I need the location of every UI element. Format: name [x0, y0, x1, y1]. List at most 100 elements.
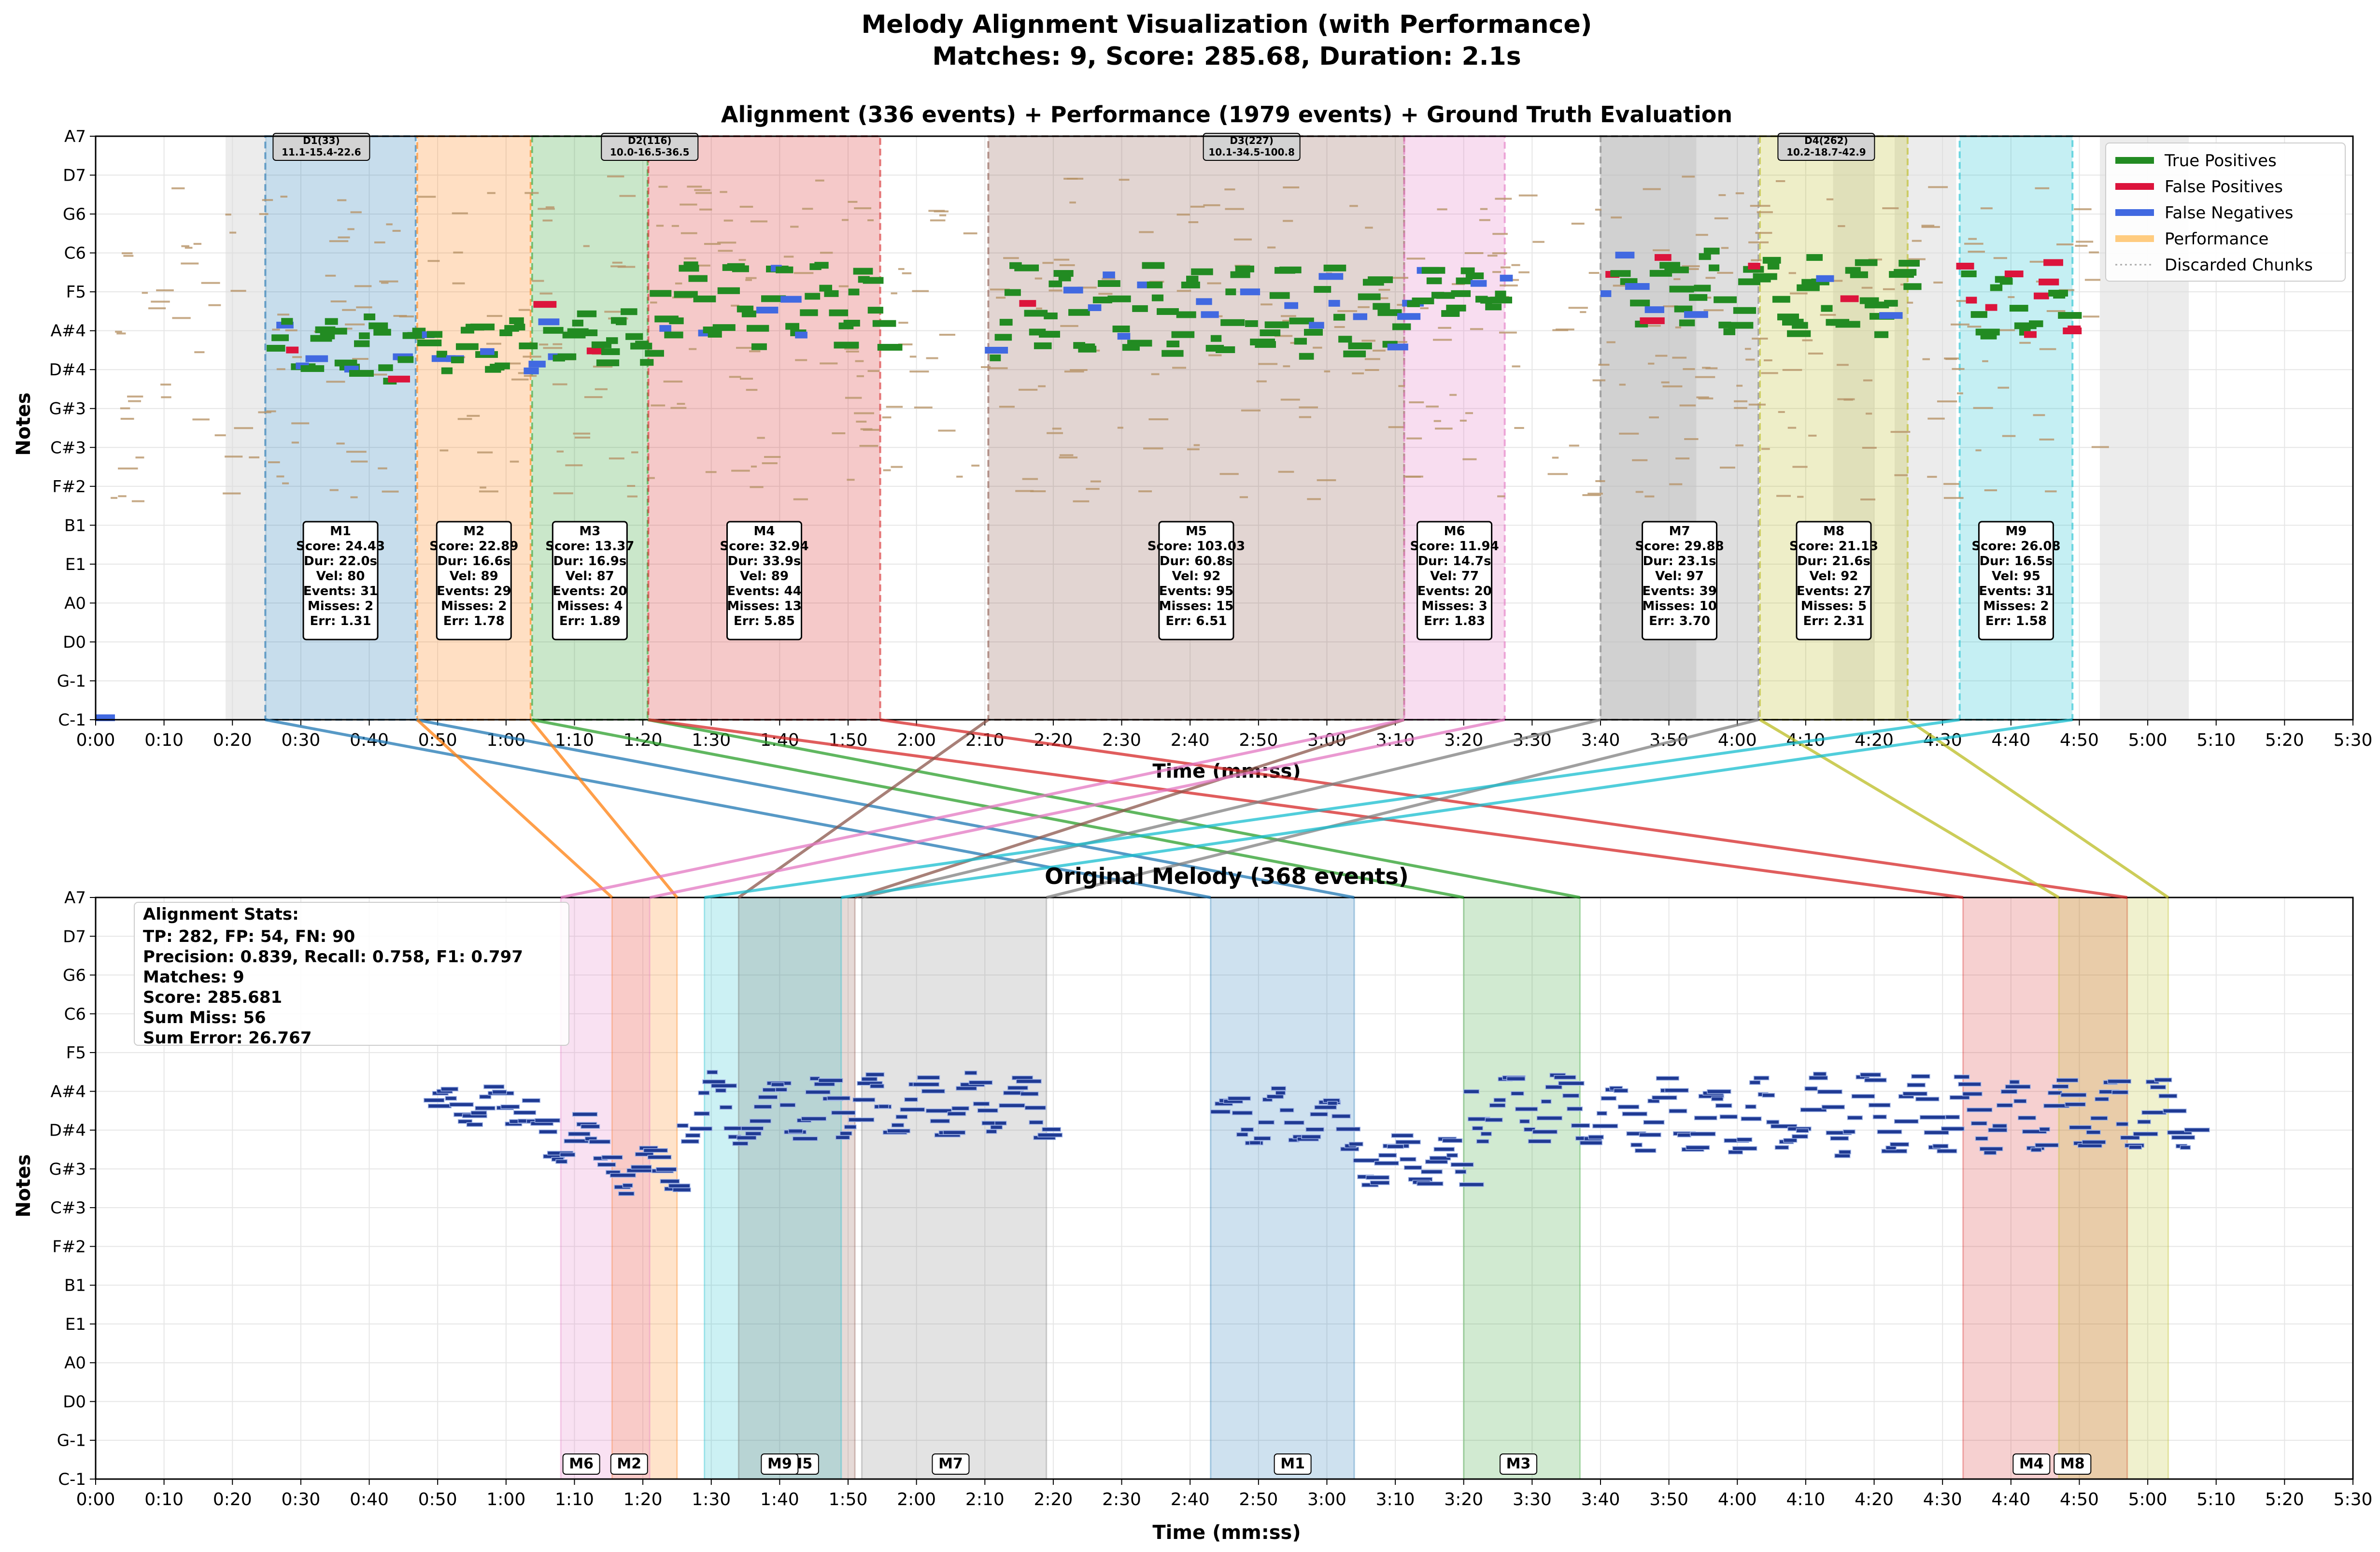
true-positive-note — [1260, 329, 1281, 337]
melody-region-m9 — [704, 897, 842, 1480]
melody-note — [1847, 1115, 1863, 1120]
divider-tag: D1(33)11.1-15.4-22.6 — [272, 133, 370, 161]
match-info-line: Dur: 33.9s — [727, 554, 801, 569]
melody-note — [1275, 1090, 1286, 1096]
melody-region-tag-box — [932, 1453, 970, 1475]
true-positive-note — [364, 313, 376, 320]
divider-tag: D3(227)10.1-34.5-100.8 — [1203, 133, 1301, 161]
melody-note — [2052, 1084, 2069, 1089]
true-positive-note — [669, 317, 684, 325]
y-tick-label: F#2 — [52, 477, 86, 497]
false-positive-note — [286, 346, 299, 354]
x-tick-label: 2:30 — [1102, 730, 1141, 750]
true-positive-note — [712, 324, 736, 331]
melody-note — [2035, 1143, 2059, 1148]
match-info-frame — [302, 521, 379, 641]
melody-note — [1791, 1134, 1808, 1139]
melody-note — [2082, 1139, 2106, 1145]
x-tick-label: 5:20 — [2265, 730, 2304, 750]
true-positive-note — [1733, 307, 1757, 314]
true-positive-note — [1777, 313, 1799, 321]
melody-note — [466, 1122, 483, 1127]
true-positive-note — [1210, 335, 1222, 342]
true-positive-note — [1186, 275, 1199, 283]
melody-note — [457, 1119, 473, 1124]
melody-note — [564, 1139, 589, 1144]
x-tick-label: 2:30 — [1102, 1490, 1141, 1509]
melody-note — [1395, 1139, 1421, 1145]
melody-note — [568, 1131, 591, 1137]
melody-note — [668, 1183, 691, 1188]
true-positive-note — [751, 343, 767, 350]
connector-m6-start — [560, 718, 1405, 899]
true-positive-note — [1787, 330, 1811, 337]
legend-entry: Discarded Chunks — [2165, 256, 2313, 275]
true-positive-note — [1797, 284, 1820, 291]
match-info-line: Dur: 14.7s — [1418, 554, 1491, 569]
y-tick-label: D7 — [63, 166, 86, 185]
true-positive-note — [746, 325, 769, 332]
divider-range: 10.1-34.5-100.8 — [1208, 146, 1295, 158]
y-tick-label: C-1 — [58, 711, 86, 730]
melody-note — [1937, 1149, 1957, 1153]
true-positive-note — [1191, 268, 1213, 275]
melody-region-tag: M2 — [610, 1453, 648, 1475]
match-info-line: Misses: 2 — [1983, 599, 2049, 613]
true-positive-note — [867, 307, 883, 314]
melody-note — [1966, 1107, 1993, 1112]
match-info-line: Err: 1.78 — [443, 614, 505, 628]
x-tick-label: 1:50 — [829, 1490, 868, 1509]
true-positive-note — [349, 370, 374, 377]
match-info-line: Misses: 10 — [1642, 599, 1716, 613]
true-positive-note — [1048, 280, 1062, 287]
true-positive-note — [2028, 320, 2043, 327]
melody-note — [1284, 1120, 1304, 1125]
divider-tag-box — [601, 133, 699, 161]
connector-m3-start — [532, 718, 1464, 899]
true-positive-note — [1157, 308, 1179, 315]
melody-note — [1511, 1091, 1524, 1096]
true-positive-note — [1864, 301, 1889, 309]
melody-note — [1983, 1150, 1997, 1155]
melody-note — [1958, 1082, 1982, 1087]
figure-title-line1: Melody Alignment Visualization (with Per… — [862, 10, 1592, 39]
connector-m7-start — [861, 718, 1601, 899]
legend-frame — [2105, 142, 2346, 282]
match-info-line: Dur: 23.1s — [1643, 554, 1716, 569]
melody-region-m5 — [737, 897, 856, 1480]
match-info-line: Score: 11.94 — [1410, 539, 1499, 554]
melody-note — [1630, 1142, 1643, 1148]
x-tick-label: 2:40 — [1171, 730, 1210, 750]
false-negative-note — [1201, 311, 1219, 318]
false-negative-note — [305, 355, 328, 362]
melody-region-tag-box — [2054, 1453, 2092, 1475]
melody-note — [758, 1095, 778, 1100]
match-info-frame — [1642, 521, 1718, 641]
melody-region-tag: M1 — [1274, 1453, 1312, 1475]
melody-note — [1227, 1096, 1251, 1101]
true-positive-note — [1718, 321, 1731, 328]
connector-m5-end — [854, 718, 1405, 899]
connector-m4-end — [880, 718, 2128, 899]
melody-note — [1532, 1129, 1558, 1134]
connector-m3-end — [647, 718, 1581, 899]
melody-note — [2056, 1078, 2079, 1083]
melody-note — [1455, 1169, 1467, 1174]
melody-note — [1558, 1081, 1585, 1086]
false-positive-note — [1640, 317, 1665, 325]
true-positive-note — [1176, 311, 1196, 318]
melody-note — [2047, 1090, 2063, 1096]
melody-region-tag: M8 — [2054, 1453, 2092, 1475]
true-positive-note — [1166, 341, 1180, 348]
match-info-line: Misses: 2 — [308, 599, 373, 613]
melody-note — [2120, 1135, 2140, 1140]
melody-note — [930, 1119, 950, 1124]
x-tick-label: 1:20 — [623, 1490, 663, 1509]
melody-note — [887, 1128, 911, 1133]
melody-note — [2107, 1079, 2132, 1084]
x-tick-label: 5:30 — [2334, 1490, 2373, 1509]
true-positive-note — [1373, 303, 1390, 310]
true-positive-note — [606, 337, 618, 344]
true-positive-note — [1723, 328, 1736, 335]
